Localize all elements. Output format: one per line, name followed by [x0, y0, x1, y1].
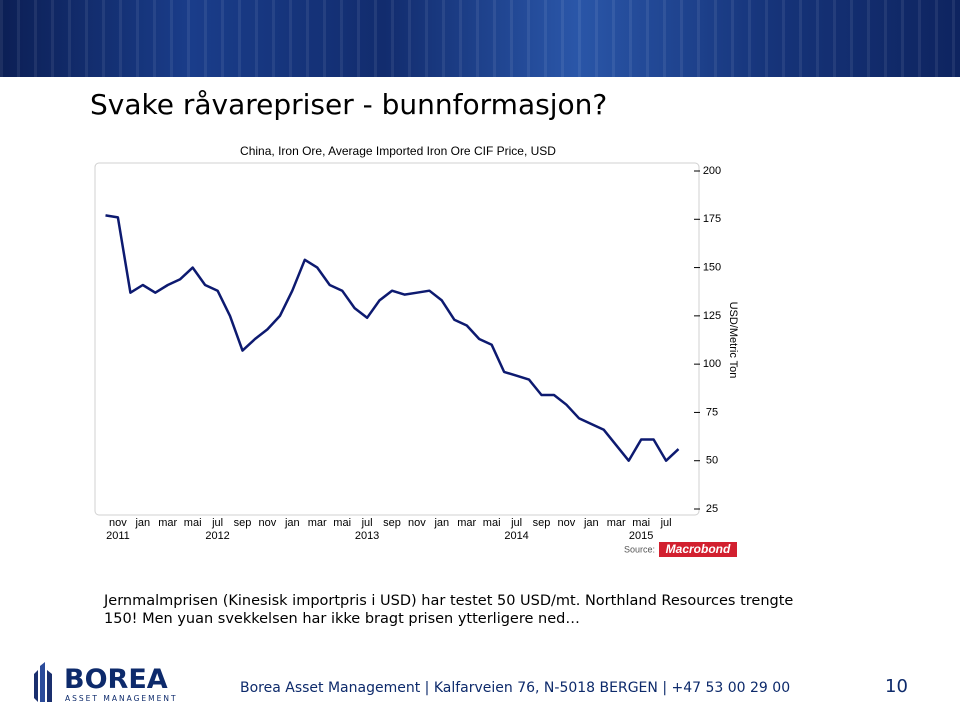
- source-name: Macrobond: [666, 542, 731, 556]
- x-tick-label: nov: [558, 517, 576, 529]
- x-tick-label: jul: [660, 517, 672, 529]
- year-label: 2015: [629, 530, 653, 542]
- price-line: [105, 214, 680, 462]
- x-tick-label: mar: [457, 517, 476, 529]
- y-tick-label: 25: [706, 503, 718, 515]
- slide-title: Svake råvarepriser - bunnformasjon?: [90, 88, 608, 121]
- year-label: 2013: [355, 530, 379, 542]
- x-tick-label: mai: [632, 517, 650, 529]
- x-tick-label: mai: [333, 517, 351, 529]
- x-tick-label: jan: [433, 517, 449, 529]
- body-line: 150! Men yuan svekkelsen har ikke bragt …: [104, 611, 580, 627]
- body-line: Jernmalmprisen (Kinesisk importpris i US…: [104, 593, 794, 609]
- plot-frame: [94, 162, 700, 516]
- y-tick-label: 200: [703, 165, 721, 177]
- x-tick-label: mar: [308, 517, 327, 529]
- x-tick-label: nov: [259, 517, 277, 529]
- x-tick-label: jan: [284, 517, 300, 529]
- y-tick-label: 100: [703, 358, 721, 370]
- logo: BOREA ASSET MANAGEMENT: [34, 662, 178, 703]
- x-tick-label: sep: [383, 517, 401, 529]
- logo-text: BOREA: [64, 664, 168, 695]
- x-tick-label: sep: [234, 517, 252, 529]
- x-tick-label: sep: [533, 517, 551, 529]
- x-tick-label: jan: [134, 517, 150, 529]
- source-logo: [659, 542, 737, 557]
- year-label: 2012: [205, 530, 229, 542]
- x-tick-label: mai: [483, 517, 501, 529]
- x-tick-label: nov: [408, 517, 426, 529]
- x-tick-label: jul: [211, 517, 223, 529]
- x-tick-label: nov: [109, 517, 127, 529]
- body-text: Jernmalmprisen (Kinesisk importpris i US…: [104, 592, 793, 628]
- x-tick-label: jul: [510, 517, 522, 529]
- chart: China, Iron Ore, Average Imported Iron O…: [94, 144, 739, 557]
- y-tick-label: 75: [706, 406, 718, 418]
- source-label: Source:: [624, 544, 655, 554]
- x-tick-label: jul: [361, 517, 373, 529]
- y-tick-label: 125: [703, 310, 721, 322]
- year-label: 2011: [106, 530, 130, 542]
- y-tick-label: 150: [703, 261, 721, 273]
- y-tick-label: 50: [706, 455, 718, 467]
- x-tick-label: mar: [607, 517, 626, 529]
- chart-title: China, Iron Ore, Average Imported Iron O…: [240, 144, 556, 158]
- footer-text: Borea Asset Management | Kalfarveien 76,…: [240, 680, 791, 696]
- y-axis-label: USD/Metric Ton: [727, 302, 739, 379]
- logo-subtext: ASSET MANAGEMENT: [65, 694, 178, 703]
- x-tick-label: mar: [158, 517, 177, 529]
- x-tick-label: mai: [184, 517, 202, 529]
- page-number: 10: [885, 676, 908, 697]
- year-label: 2014: [504, 530, 528, 542]
- y-tick-label: 175: [703, 213, 721, 225]
- x-tick-label: jan: [583, 517, 599, 529]
- banner: [0, 0, 960, 77]
